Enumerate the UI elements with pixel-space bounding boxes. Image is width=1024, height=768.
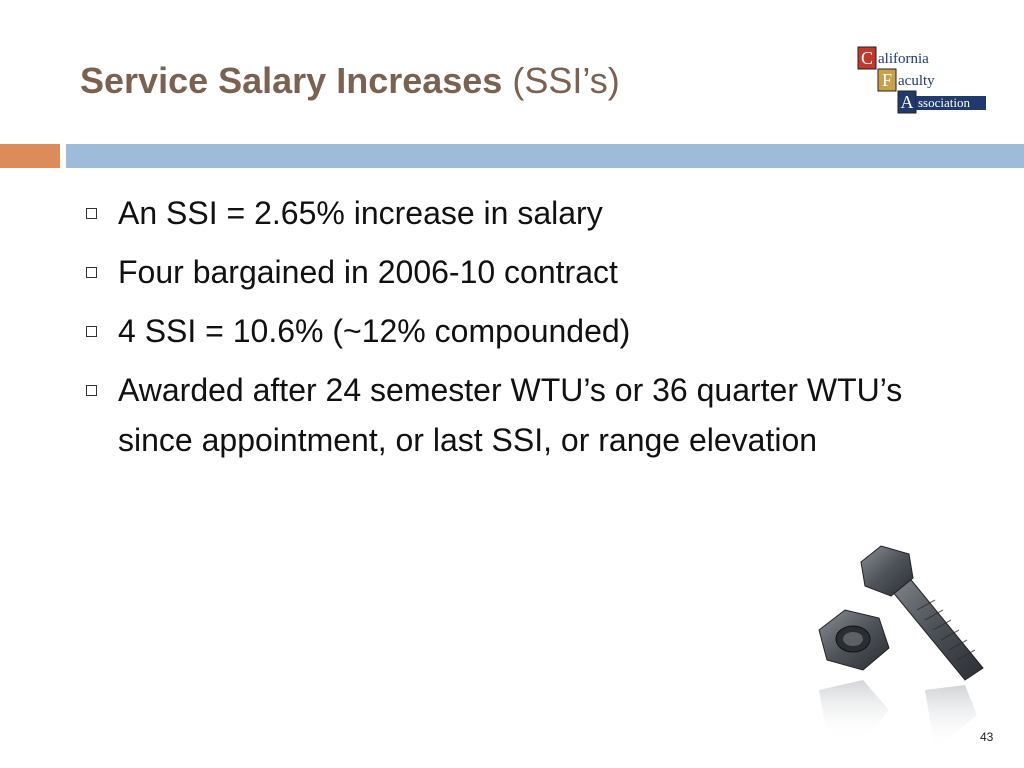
accent-bar-blue: [66, 144, 1024, 168]
slide-title: Service Salary Increases (SSI’s): [80, 60, 620, 102]
logo-word-association: ssociation: [918, 95, 970, 110]
bullet-text: Awarded after 24 semester WTU’s or 36 qu…: [118, 372, 903, 458]
bolt-icon: [860, 545, 984, 681]
slide-title-bold: Service Salary Increases: [80, 60, 503, 101]
page-number: 43: [980, 730, 994, 744]
logo-initial-c: C: [861, 48, 873, 68]
logo-initial-f: F: [882, 70, 892, 90]
logo-initial-a: A: [901, 92, 914, 112]
nut-icon: [818, 609, 890, 671]
bullet-text: 4 SSI = 10.6% (~12% compounded): [118, 313, 631, 349]
accent-bar-orange: [0, 144, 60, 168]
bullet-item: Awarded after 24 semester WTU’s or 36 qu…: [82, 365, 982, 465]
bullet-item: Four bargained in 2006-10 contract: [82, 247, 982, 297]
bullet-text: An SSI = 2.65% increase in salary: [118, 195, 603, 231]
logo-word-california: alifornia: [878, 51, 929, 67]
logo-word-faculty: aculty: [898, 73, 935, 89]
square-bullet-icon: [86, 208, 97, 219]
square-bullet-icon: [86, 326, 97, 337]
bolt-and-nut-image: [818, 545, 984, 750]
california-faculty-association-logo: C alifornia F aculty A ssociation: [857, 46, 986, 114]
bullet-list: An SSI = 2.65% increase in salary Four b…: [82, 188, 982, 474]
bullet-text: Four bargained in 2006-10 contract: [118, 254, 618, 290]
slide-title-normal: (SSI’s): [512, 60, 620, 101]
square-bullet-icon: [86, 385, 97, 396]
square-bullet-icon: [86, 267, 97, 278]
bullet-item: An SSI = 2.65% increase in salary: [82, 188, 982, 238]
bullet-item: 4 SSI = 10.6% (~12% compounded): [82, 306, 982, 356]
